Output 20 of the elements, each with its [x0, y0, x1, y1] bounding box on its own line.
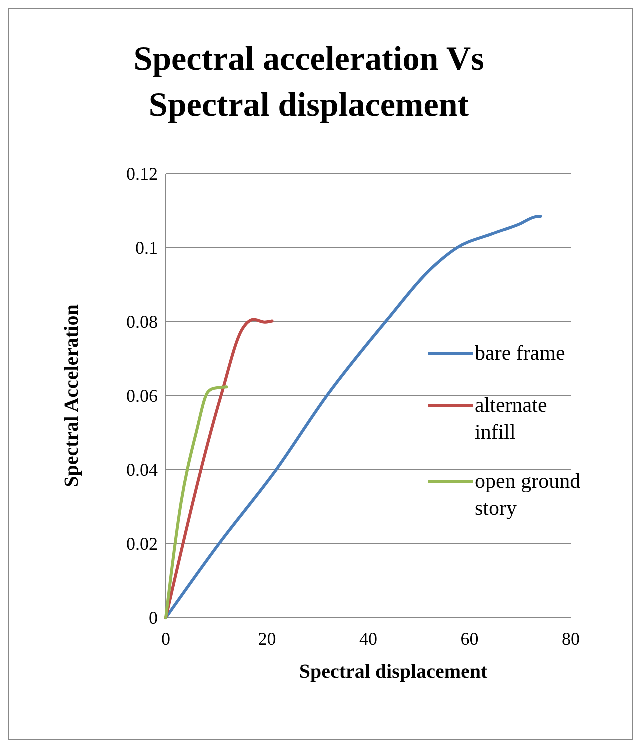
legend-label: open ground story [475, 469, 582, 520]
y-tick-label: 0.08 [126, 312, 158, 332]
y-tick-label: 0.02 [126, 534, 158, 554]
y-tick-label: 0.06 [126, 386, 158, 406]
line-series [164, 318, 274, 620]
x-tick-label: 40 [360, 629, 378, 649]
x-tick-label: 20 [258, 629, 276, 649]
y-tick-label: 0.1 [136, 238, 158, 258]
chart-title: Spectral acceleration Vs Spectral displacement [134, 41, 484, 124]
x-tick-label: 80 [562, 629, 580, 649]
line-series [164, 386, 228, 620]
y-axis-title: Spectral Acceleration [61, 304, 83, 488]
x-tick-label: 0 [162, 629, 170, 649]
y-tick-label: 0.12 [126, 164, 158, 184]
y-tick-label: 0 [149, 608, 158, 628]
legend-label: bare frame [475, 341, 566, 365]
y-tick-label: 0.04 [126, 460, 158, 480]
legend-label: alternate infill [475, 393, 548, 444]
x-axis-title: Spectral displacement [299, 661, 488, 683]
x-tick-label: 60 [460, 629, 479, 649]
